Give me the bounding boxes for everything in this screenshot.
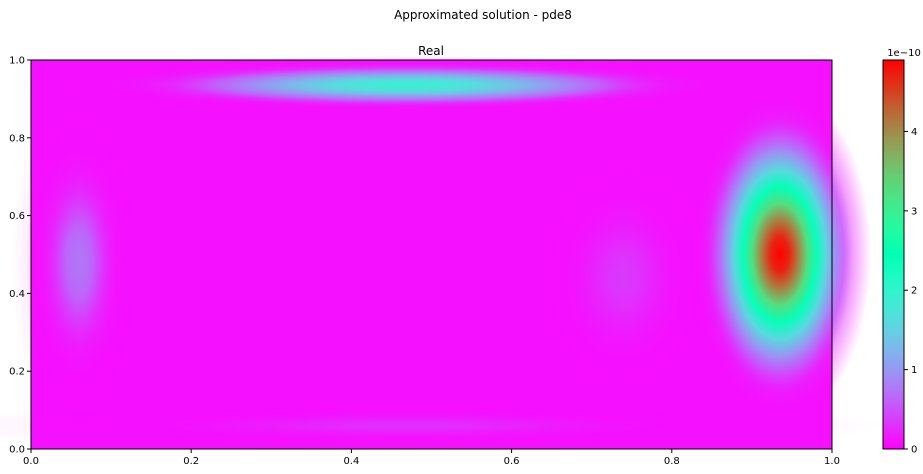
heatmap-feature	[11, 87, 147, 438]
x-tick-label: 0.8	[664, 456, 680, 467]
x-tick-label: 1.0	[824, 456, 840, 467]
x-tick-label: 0.4	[343, 456, 359, 467]
colorbar-tick-label: 1	[911, 365, 917, 376]
colorbar-tick-label: 0	[911, 445, 917, 456]
x-axis: 0.0 0.2 0.4 0.6 0.8 1.0	[23, 449, 840, 467]
colorbar-tick-label: 2	[911, 286, 917, 297]
x-tick-label: 0.0	[23, 456, 39, 467]
figure-suptitle: Approximated solution - pde8	[394, 8, 572, 22]
y-tick-label: 0.2	[9, 367, 25, 378]
y-axis: 0.0 0.2 0.4 0.6 0.8 1.0	[9, 56, 31, 456]
y-tick-label: 0.4	[9, 289, 25, 300]
colorbar: 0 1 2 3 4 1e−10	[882, 48, 921, 456]
heatmap-feature	[515, 126, 732, 430]
y-tick-label: 0.6	[9, 211, 25, 222]
x-tick-label: 0.6	[504, 456, 520, 467]
y-tick-label: 0.0	[9, 445, 25, 456]
x-tick-label: 0.2	[183, 456, 199, 467]
heatmap-feature	[688, 85, 872, 424]
colorbar-tick-label: 4	[911, 127, 917, 138]
colorbar-bar	[882, 59, 905, 450]
plot-frame	[30, 59, 833, 450]
y-tick-label: 1.0	[9, 56, 25, 67]
plot-title: Real	[418, 44, 444, 58]
heatmap-feature	[22, 54, 792, 116]
colorbar-tick-label: 3	[911, 206, 917, 217]
y-tick-label: 0.8	[9, 133, 25, 144]
heatmap	[0, 54, 888, 452]
colorbar-scale-label: 1e−10	[887, 48, 921, 59]
